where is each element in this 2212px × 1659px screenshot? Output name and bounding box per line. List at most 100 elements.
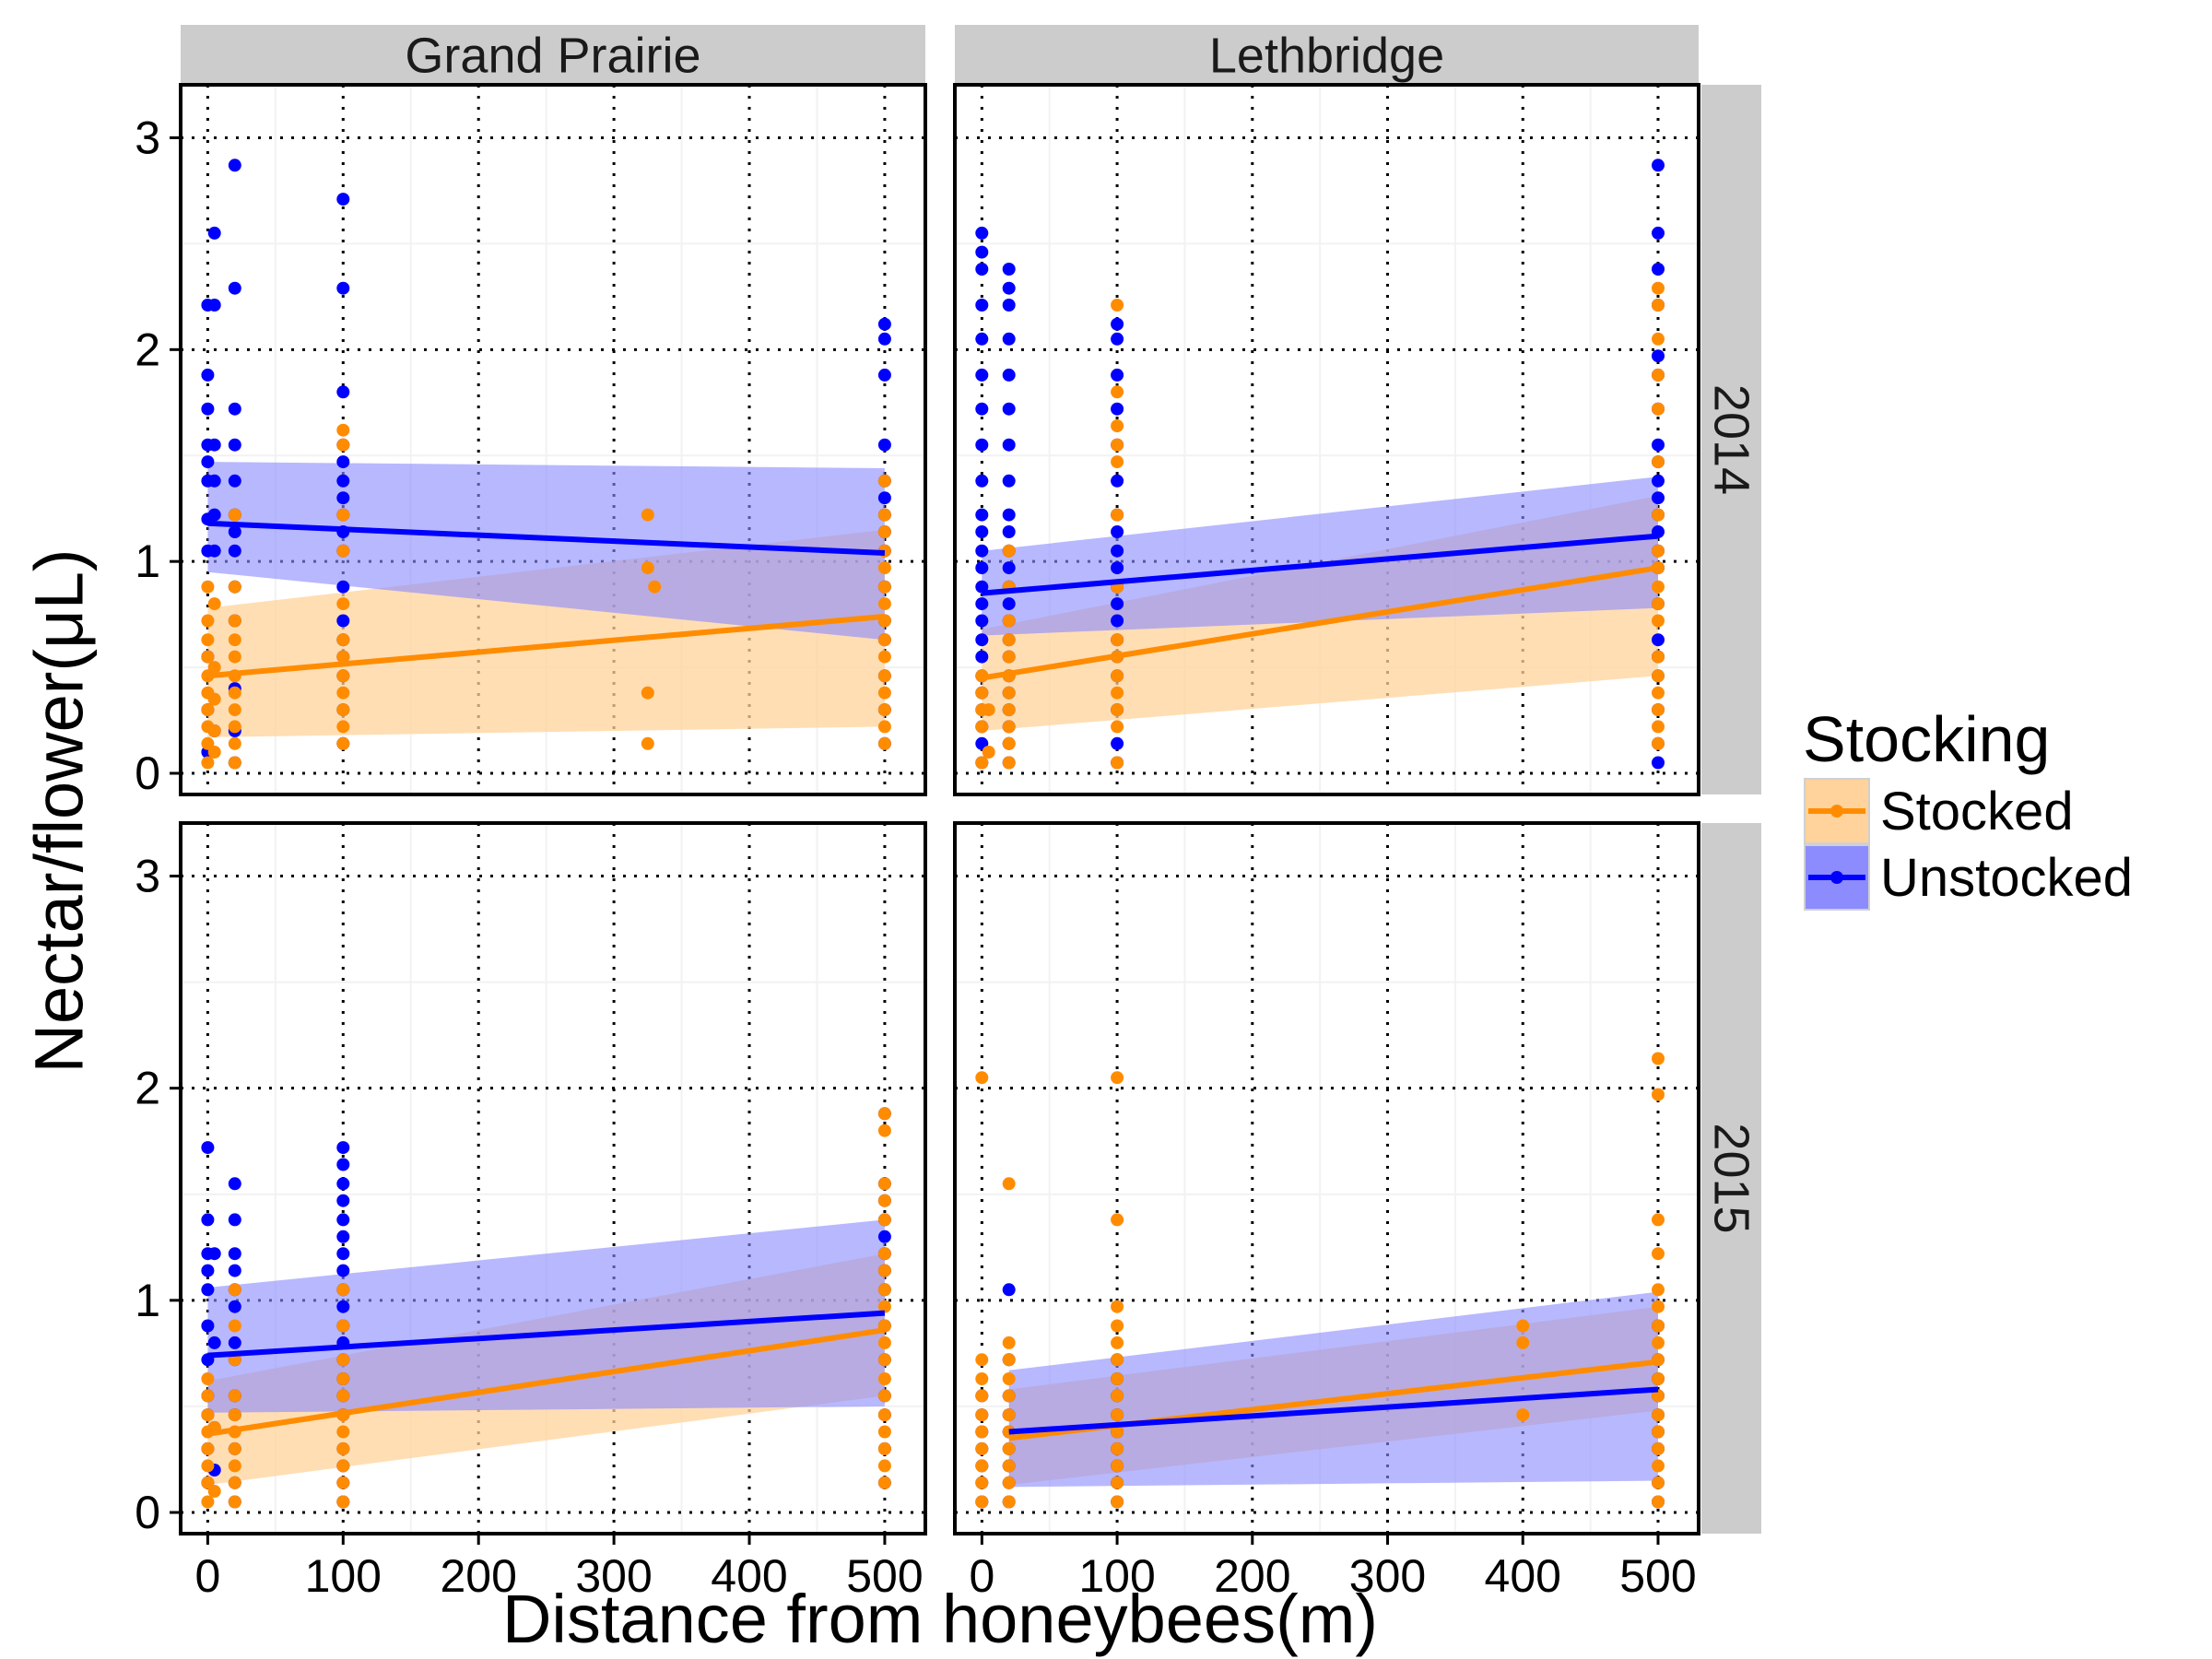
confidence-band-unstocked — [207, 1219, 885, 1413]
data-point-stocked — [1652, 1425, 1665, 1439]
data-point-stocked — [228, 1408, 241, 1422]
data-point-stocked — [1002, 736, 1016, 750]
data-point-stocked — [1111, 1459, 1124, 1473]
data-point-stocked — [336, 1283, 350, 1297]
panel-border — [953, 83, 1700, 796]
data-point-unstocked — [975, 263, 989, 276]
x-tick-label: 300 — [1349, 1550, 1426, 1602]
data-point-stocked — [877, 703, 891, 717]
data-point-unstocked — [975, 299, 989, 312]
data-point-stocked — [877, 1264, 891, 1277]
data-point-unstocked — [228, 1335, 241, 1349]
data-point-stocked — [228, 736, 241, 750]
data-point-unstocked — [336, 614, 350, 628]
data-point-stocked — [1652, 614, 1665, 628]
data-point-stocked — [201, 1372, 215, 1385]
data-point-stocked — [336, 1372, 350, 1385]
x-tick-label: 100 — [305, 1550, 382, 1602]
data-point-unstocked — [1002, 508, 1016, 522]
y-tick-label: 3 — [135, 112, 160, 163]
data-point-stocked — [1111, 438, 1124, 452]
data-point-stocked — [877, 1425, 891, 1439]
data-point-stocked — [975, 686, 989, 700]
data-point-stocked — [1111, 299, 1124, 312]
data-point-unstocked — [201, 1283, 215, 1297]
data-point-stocked — [228, 1441, 241, 1455]
data-point-unstocked — [975, 332, 989, 346]
legend-label-stocked: Stocked — [1880, 782, 2074, 841]
fit-line-unstocked — [207, 520, 886, 556]
data-point-stocked — [1111, 1495, 1124, 1509]
data-point-unstocked — [1652, 159, 1665, 172]
data-point-stocked — [201, 1389, 215, 1403]
fit-line-stocked — [981, 565, 1659, 681]
data-point-unstocked — [336, 385, 350, 399]
data-point-stocked — [877, 580, 891, 594]
data-point-unstocked — [207, 544, 221, 558]
data-point-stocked — [228, 1319, 241, 1333]
data-point-stocked — [1002, 1459, 1016, 1473]
confidence-band-unstocked — [1008, 1291, 1658, 1488]
data-point-stocked — [1111, 669, 1124, 683]
data-point-stocked — [1002, 1441, 1016, 1455]
data-point-unstocked — [207, 508, 221, 522]
data-point-stocked — [228, 633, 241, 647]
data-point-unstocked — [336, 281, 350, 295]
data-point-stocked — [336, 703, 350, 717]
data-point-stocked — [975, 1425, 989, 1439]
data-point-stocked — [1111, 1389, 1124, 1403]
data-point-stocked — [228, 1459, 241, 1473]
data-point-stocked — [877, 669, 891, 683]
data-point-unstocked — [201, 368, 215, 382]
data-point-unstocked — [1111, 597, 1124, 611]
data-point-stocked — [1652, 281, 1665, 295]
data-point-unstocked — [1111, 736, 1124, 750]
y-tick-label: 2 — [135, 324, 160, 375]
data-point-stocked — [877, 525, 891, 538]
data-point-unstocked — [336, 1158, 350, 1171]
data-point-stocked — [1652, 1283, 1665, 1297]
data-point-stocked — [1111, 1335, 1124, 1349]
data-point-stocked — [1111, 703, 1124, 717]
data-point-stocked — [207, 597, 221, 611]
fit-line-stocked — [206, 1327, 886, 1437]
data-point-stocked — [1002, 1476, 1016, 1489]
data-point-stocked — [1652, 508, 1665, 522]
data-point-unstocked — [207, 474, 221, 488]
data-point-stocked — [877, 1476, 891, 1489]
data-point-unstocked — [207, 438, 221, 452]
data-point-unstocked — [1652, 438, 1665, 452]
facet-strip-1 — [955, 25, 1699, 85]
data-point-stocked — [641, 686, 654, 700]
panel-border — [179, 821, 927, 1535]
data-point-unstocked — [1002, 597, 1016, 611]
y-tick-label: 1 — [135, 1275, 160, 1326]
data-point-stocked — [207, 692, 221, 706]
data-point-unstocked — [336, 1194, 350, 1207]
data-point-unstocked — [1002, 263, 1016, 276]
legend-point-stocked — [1830, 805, 1843, 818]
data-point-stocked — [877, 508, 891, 522]
data-point-stocked — [975, 1441, 989, 1455]
data-point-stocked — [336, 1425, 350, 1439]
data-point-stocked — [975, 1389, 989, 1403]
data-point-unstocked — [975, 474, 989, 488]
data-point-unstocked — [975, 508, 989, 522]
facet-strip-row-0 — [1701, 85, 1761, 794]
data-point-stocked — [1516, 1319, 1530, 1333]
data-point-stocked — [877, 1335, 891, 1349]
data-point-stocked — [1111, 756, 1124, 770]
data-point-stocked — [975, 1476, 989, 1489]
data-point-stocked — [336, 1459, 350, 1473]
data-point-unstocked — [336, 193, 350, 206]
x-axis-title: Distance from honeybees(m) — [502, 1581, 1378, 1657]
panel-border — [953, 821, 1700, 1535]
data-point-unstocked — [975, 368, 989, 382]
data-point-stocked — [1652, 1372, 1665, 1385]
data-point-stocked — [1002, 614, 1016, 628]
data-point-unstocked — [975, 226, 989, 240]
data-point-unstocked — [336, 580, 350, 594]
data-point-unstocked — [975, 633, 989, 647]
data-point-stocked — [1652, 1335, 1665, 1349]
